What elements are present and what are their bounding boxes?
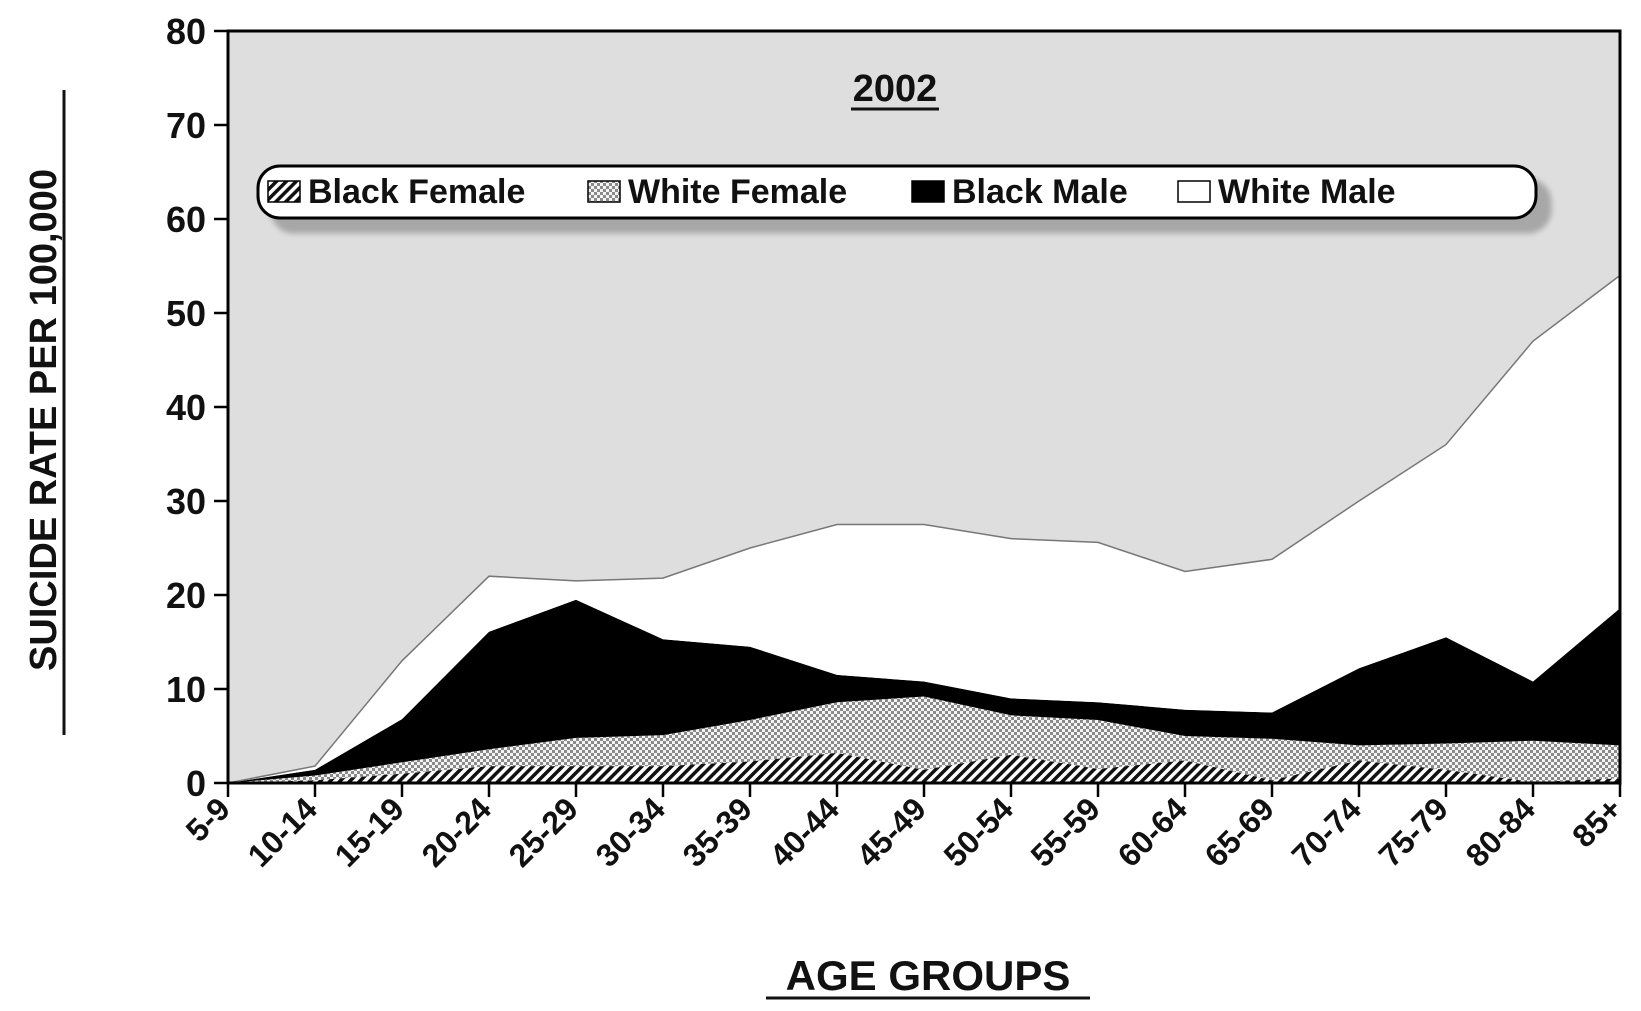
- y-tick-label: 30: [166, 481, 206, 522]
- y-tick-label: 0: [186, 763, 206, 804]
- x-tick-label: 45-49: [850, 790, 933, 873]
- legend-swatch-white-male: [1177, 180, 1211, 203]
- x-tick-label: 10-14: [241, 790, 324, 873]
- x-tick-label: 75-79: [1372, 790, 1455, 873]
- x-axis-label: AGE GROUPS: [786, 952, 1071, 999]
- y-tick-label: 60: [166, 199, 206, 240]
- area-black-male: [228, 599, 1620, 783]
- x-tick-label: 70-74: [1285, 790, 1368, 873]
- legend: Black Female White Female Black Male White …: [256, 164, 1538, 220]
- area-black-female: [228, 752, 1620, 783]
- x-tick-label: 25-29: [502, 790, 585, 873]
- legend-label-white-female: White Female: [628, 173, 847, 211]
- legend-label-white-male: White Male: [1218, 173, 1396, 211]
- legend-swatch-black-male: [911, 180, 945, 203]
- total-outline: [227, 274, 1621, 784]
- x-tick-label: 30-34: [589, 790, 672, 873]
- area-white-male: [228, 275, 1620, 783]
- legend-items: Black Female White Female Black Male White …: [267, 173, 1396, 211]
- legend-swatch-black-female: [267, 180, 301, 203]
- legend-swatch-white-female: [587, 180, 621, 203]
- x-axis: 5-9 10-14 15-19 20-24 25-29 30-34 35-39 40-44 45…: [179, 783, 1629, 874]
- area-white-female: [228, 696, 1620, 783]
- legend-label-black-male: Black Male: [952, 173, 1128, 211]
- y-tick-label: 70: [166, 105, 206, 146]
- x-tick-label: 55-59: [1024, 790, 1107, 873]
- y-axis-label: SUICIDE RATE PER 100,000: [23, 169, 65, 671]
- stacked-areas: [227, 274, 1621, 784]
- y-axis: 0 10 20 30 40 50 60 70 80: [166, 11, 228, 804]
- y-tick-label: 20: [166, 575, 206, 616]
- x-tick-label: 20-24: [415, 790, 498, 873]
- x-tick-label: 40-44: [763, 790, 846, 873]
- x-tick-label: 85+: [1565, 790, 1629, 854]
- y-tick-label: 50: [166, 293, 206, 334]
- x-tick-label: 35-39: [676, 790, 759, 873]
- chart-title: 2002: [853, 68, 938, 110]
- x-tick-label: 15-19: [328, 790, 411, 873]
- legend-box: [256, 164, 1538, 220]
- y-tick-label: 10: [166, 669, 206, 710]
- x-tick-label: 65-69: [1198, 790, 1281, 873]
- y-tick-label: 40: [166, 387, 206, 428]
- x-tick-label: 50-54: [937, 790, 1020, 873]
- legend-label-black-female: Black Female: [308, 173, 525, 211]
- x-tick-label: 60-64: [1111, 790, 1194, 873]
- y-tick-label: 80: [166, 11, 206, 52]
- x-tick-label: 80-84: [1459, 790, 1542, 873]
